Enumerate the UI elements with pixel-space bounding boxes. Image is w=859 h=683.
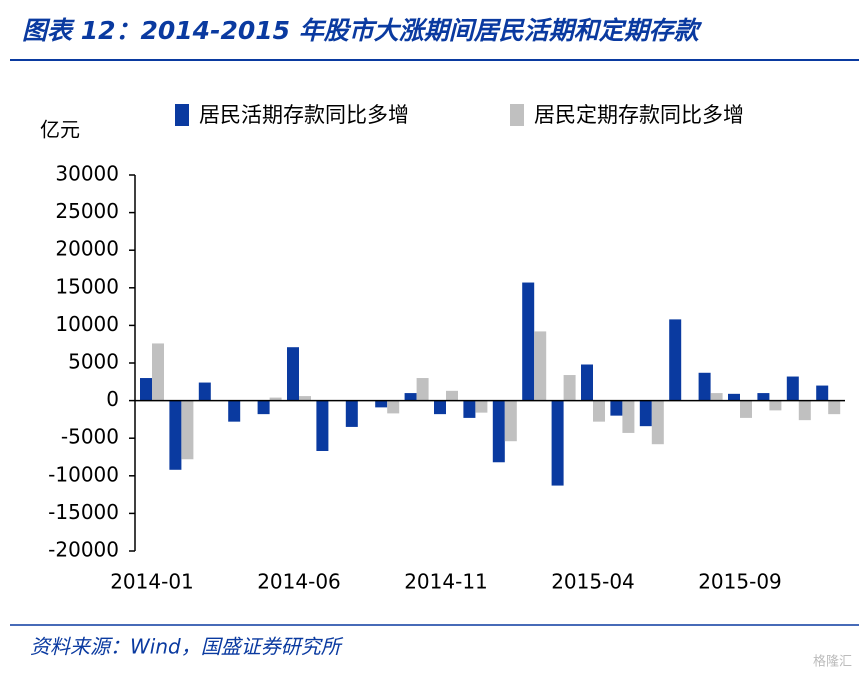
bar: [816, 385, 829, 401]
y-tick-label: -15000: [48, 500, 119, 524]
bar: [181, 400, 194, 460]
bar: [639, 400, 652, 427]
bar: [140, 378, 152, 401]
bar: [740, 400, 752, 418]
x-tick-label: 2014-06: [257, 570, 341, 594]
y-tick-label: 10000: [55, 312, 119, 336]
y-tick-label: 5000: [68, 350, 119, 374]
bar: [593, 400, 605, 422]
x-tick-label: 2015-09: [698, 570, 782, 594]
y-tick-label: 0: [106, 387, 119, 411]
bar: [434, 400, 446, 415]
bar: [786, 376, 799, 401]
bar: [522, 282, 535, 401]
y-tick-label: -20000: [48, 538, 119, 562]
bar: [375, 400, 388, 408]
bar: [169, 400, 182, 470]
bar: [299, 396, 311, 401]
bar: [651, 400, 664, 445]
x-tick-label: 2014-11: [404, 570, 488, 594]
bar: [416, 378, 429, 401]
y-tick-label: -5000: [61, 425, 119, 449]
bar: [269, 397, 282, 401]
bar: [257, 400, 270, 415]
legend-swatch: [175, 104, 189, 126]
bar: [475, 400, 488, 413]
legend-label: 居民活期存款同比多增: [199, 103, 409, 127]
y-tick-label: 30000: [55, 162, 119, 186]
x-tick-label: 2015-04: [551, 570, 635, 594]
bar: [581, 364, 593, 401]
bar: [404, 393, 417, 401]
bar: [698, 372, 711, 401]
bar: [551, 400, 564, 486]
bar: [463, 400, 476, 418]
bar: [610, 400, 623, 416]
bar: [622, 400, 635, 433]
bar: [152, 343, 164, 401]
bar: [534, 331, 547, 401]
chart-title: 图表 12：2014-2015 年股市大涨期间居民活期和定期存款: [22, 16, 703, 45]
bar: [563, 375, 576, 401]
legend-swatch: [510, 104, 524, 126]
bar: [669, 319, 682, 401]
bar: [198, 382, 211, 401]
bar: [446, 390, 458, 401]
bar: [345, 400, 358, 427]
bar: [798, 400, 811, 421]
y-tick-label: 20000: [55, 237, 119, 261]
source: 资料来源：Wind，国盛证券研究所: [30, 635, 344, 659]
bar: [492, 400, 505, 463]
y-tick-label: 15000: [55, 274, 119, 298]
bar: [504, 400, 517, 442]
bar: [757, 393, 770, 401]
bar: [769, 400, 782, 411]
x-tick-label: 2014-01: [110, 570, 194, 594]
bar: [710, 393, 723, 401]
bar: [387, 400, 400, 414]
bar: [228, 400, 241, 422]
y-tick-label: -10000: [48, 462, 119, 486]
watermark: 格隆汇: [813, 654, 852, 670]
legend-label: 居民定期存款同比多增: [534, 103, 744, 127]
bar: [828, 400, 841, 415]
y-tick-label: 25000: [55, 199, 119, 223]
y-axis-label: 亿元: [40, 118, 80, 142]
bar: [287, 347, 299, 401]
bar: [728, 393, 740, 401]
bar: [316, 400, 329, 451]
